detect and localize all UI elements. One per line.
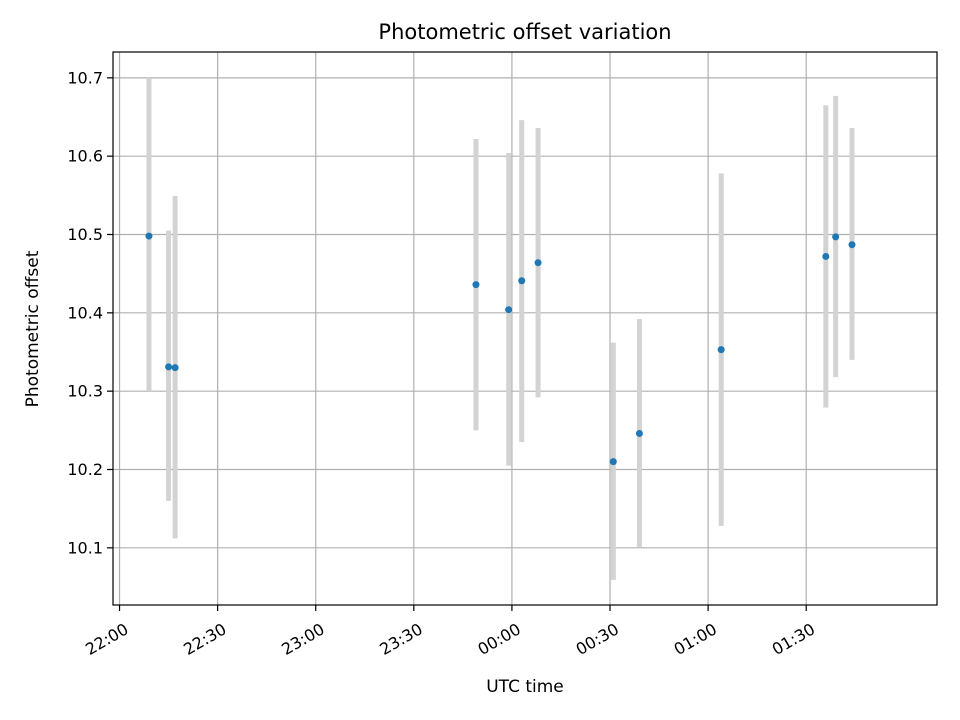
y-tick-label: 10.3 xyxy=(67,382,103,401)
data-point xyxy=(145,232,153,240)
data-point xyxy=(717,346,725,354)
x-tick-label: 22:30 xyxy=(180,619,229,659)
x-tick-label: 01:00 xyxy=(671,619,720,659)
y-tick-label: 10.7 xyxy=(67,68,103,87)
x-tick-label: 23:30 xyxy=(376,619,425,659)
x-tick-label: 00:30 xyxy=(573,619,622,659)
chart-title: Photometric offset variation xyxy=(378,20,671,44)
x-axis-ticks: 22:00 22:30 23:00 23:30 00:00 00:30 01:00 01:30 xyxy=(82,605,818,659)
grid xyxy=(113,52,937,605)
data-point xyxy=(534,259,542,267)
data-point xyxy=(609,458,617,466)
data-point xyxy=(832,233,840,241)
data-point xyxy=(635,429,643,437)
y-tick-label: 10.5 xyxy=(67,225,103,244)
data-point xyxy=(518,277,526,285)
data-point xyxy=(472,281,480,289)
x-tick-label: 01:30 xyxy=(769,619,818,659)
plot-frame xyxy=(112,51,938,606)
y-axis-ticks: 10.1 10.2 10.3 10.4 10.5 10.6 10.7 xyxy=(67,68,113,557)
data-point xyxy=(171,364,179,372)
data-point xyxy=(848,241,856,249)
data-point xyxy=(822,252,830,260)
y-tick-label: 10.1 xyxy=(67,538,103,557)
y-tick-label: 10.6 xyxy=(67,147,103,166)
x-tick-label: 23:00 xyxy=(278,619,327,659)
y-axis-label: Photometric offset xyxy=(23,250,43,407)
y-tick-label: 10.4 xyxy=(67,303,103,322)
x-axis-label: UTC time xyxy=(486,677,564,697)
error-bars xyxy=(146,77,855,580)
data-point xyxy=(165,363,173,371)
x-tick-label: 00:00 xyxy=(474,619,523,659)
y-tick-label: 10.2 xyxy=(67,460,103,479)
data-points xyxy=(145,232,856,466)
data-point xyxy=(505,306,513,314)
x-tick-label: 22:00 xyxy=(82,619,131,659)
